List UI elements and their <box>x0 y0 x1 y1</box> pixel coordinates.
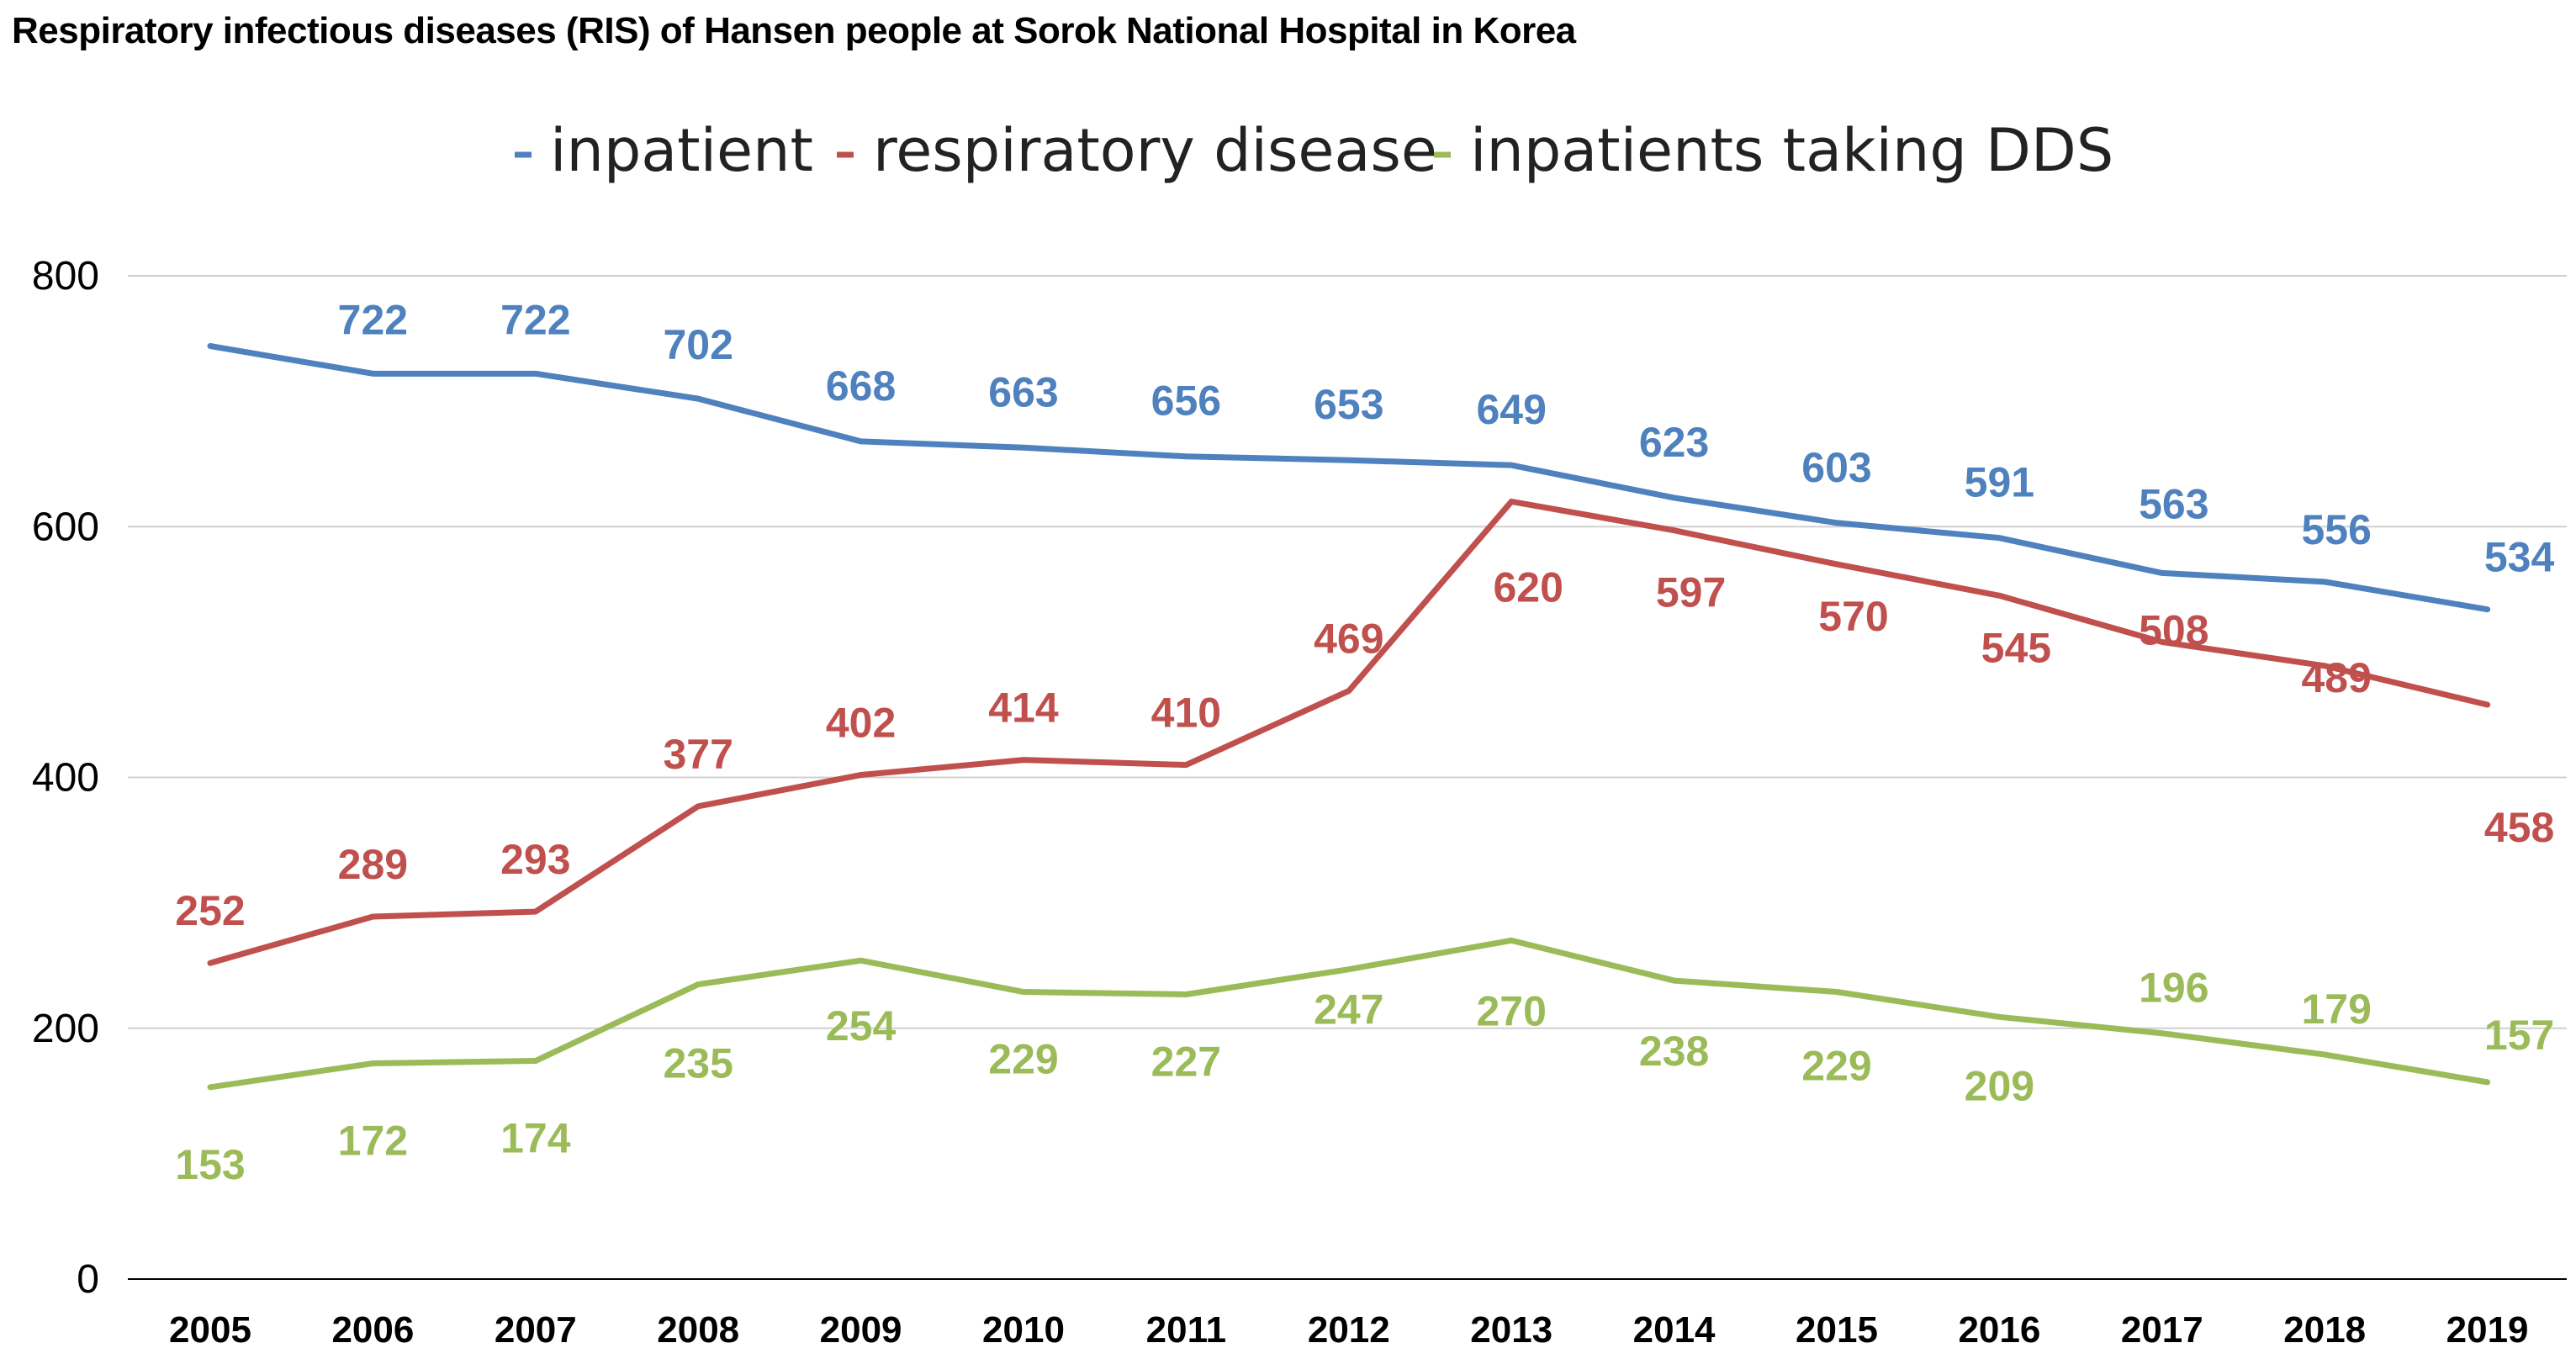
gridlines <box>128 275 2567 1280</box>
y-tick-label-200: 200 <box>32 1007 99 1051</box>
data-label-inpatients-taking-dds-2009: 254 <box>826 1002 897 1049</box>
data-label-inpatients-taking-dds-2010: 229 <box>988 1036 1058 1083</box>
data-label-inpatient-2012: 653 <box>1314 381 1383 428</box>
y-tick-label-600: 600 <box>32 505 99 549</box>
x-tick-label-2011: 2011 <box>1146 1309 1226 1351</box>
chart-title: Respiratory infectious diseases (RIS) of… <box>12 10 1576 51</box>
data-label-respiratory-disease-2017: 508 <box>2139 606 2208 653</box>
data-label-inpatient-2016: 591 <box>1965 459 2034 506</box>
data-label-inpatient-2017: 563 <box>2139 480 2208 527</box>
data-label-inpatients-taking-dds-2018: 179 <box>2301 986 2371 1033</box>
y-tick-label-400: 400 <box>32 756 99 801</box>
data-label-inpatients-taking-dds-2012: 247 <box>1314 986 1383 1034</box>
data-label-inpatient-2013: 649 <box>1476 386 1546 433</box>
data-label-inpatients-taking-dds-2005: 153 <box>175 1141 245 1188</box>
legend-label-respiratory-disease: respiratory disease <box>873 116 1437 185</box>
data-label-respiratory-disease-2016: 545 <box>1981 624 2051 671</box>
x-tick-label-2013: 2013 <box>1470 1309 1552 1351</box>
data-label-inpatients-taking-dds-2006: 172 <box>338 1118 408 1165</box>
data-label-inpatient-2011: 656 <box>1151 378 1221 425</box>
data-label-respiratory-disease-2005: 252 <box>175 887 245 934</box>
data-label-respiratory-disease-2006: 289 <box>338 841 408 888</box>
data-label-inpatients-taking-dds-2008: 235 <box>663 1040 733 1087</box>
data-label-inpatient-2008: 702 <box>663 321 733 368</box>
data-label-inpatients-taking-dds-2016: 209 <box>1965 1062 2034 1109</box>
data-label-inpatient-2006: 722 <box>338 296 408 343</box>
data-label-inpatient-2007: 722 <box>500 296 570 343</box>
x-tick-label-2007: 2007 <box>495 1309 577 1351</box>
data-label-inpatient-2014: 623 <box>1639 419 1709 466</box>
x-tick-label-2014: 2014 <box>1633 1309 1716 1351</box>
y-axis-ticks: 0 200 400 600 800 <box>32 254 99 1302</box>
legend: inpatient respiratory disease inpatients t… <box>515 116 2113 185</box>
legend-label-inpatient: inpatient <box>550 116 813 185</box>
data-labels: 722 722 702 668 663 656 653 649 623 603 591 563 556 5… <box>175 296 2554 1188</box>
data-label-respiratory-disease-2010: 414 <box>988 685 1059 732</box>
x-tick-label-2012: 2012 <box>1308 1309 1390 1351</box>
x-axis-ticks: 2005 2006 2007 2008 2009 2010 2011 2012 2013 2014… <box>169 1309 2528 1351</box>
data-label-inpatient-2019: 534 <box>2484 534 2555 581</box>
data-label-respiratory-disease-2019: 458 <box>2484 804 2554 851</box>
data-label-inpatient-2018: 556 <box>2301 506 2371 553</box>
legend-label-inpatients-taking-dds: inpatients taking DDS <box>1470 116 2113 185</box>
series-line-inpatients-taking-dds <box>207 937 2491 1091</box>
y-tick-label-800: 800 <box>32 254 99 299</box>
x-tick-label-2005: 2005 <box>169 1309 251 1351</box>
y-tick-label-0: 0 <box>77 1257 99 1302</box>
series-line-inpatient <box>207 343 2491 613</box>
data-label-inpatients-taking-dds-2007: 174 <box>500 1115 571 1162</box>
x-tick-label-2015: 2015 <box>1796 1309 1878 1351</box>
data-label-respiratory-disease-2008: 377 <box>663 731 733 778</box>
data-label-respiratory-disease-2011: 410 <box>1151 690 1221 737</box>
data-label-inpatients-taking-dds-2013: 270 <box>1476 987 1546 1034</box>
data-label-inpatients-taking-dds-2019: 157 <box>2484 1012 2554 1059</box>
x-tick-label-2019: 2019 <box>2446 1309 2529 1351</box>
data-label-inpatients-taking-dds-2011: 227 <box>1151 1038 1221 1085</box>
data-label-inpatients-taking-dds-2014: 238 <box>1639 1028 1709 1075</box>
data-label-respiratory-disease-2018: 489 <box>2301 654 2371 701</box>
x-tick-label-2008: 2008 <box>657 1309 739 1351</box>
x-tick-label-2010: 2010 <box>982 1309 1065 1351</box>
data-label-respiratory-disease-2014: 597 <box>1656 569 1726 616</box>
data-label-respiratory-disease-2012: 469 <box>1314 616 1383 663</box>
data-label-respiratory-disease-2009: 402 <box>826 700 896 747</box>
x-tick-label-2017: 2017 <box>2121 1309 2203 1351</box>
data-label-respiratory-disease-2007: 293 <box>500 836 570 883</box>
x-tick-label-2018: 2018 <box>2283 1309 2366 1351</box>
x-tick-label-2006: 2006 <box>331 1309 414 1351</box>
data-label-inpatients-taking-dds-2015: 229 <box>1801 1043 1871 1090</box>
data-label-inpatient-2015: 603 <box>1801 444 1871 491</box>
x-tick-label-2009: 2009 <box>820 1309 902 1351</box>
data-label-respiratory-disease-2013: 620 <box>1493 563 1563 611</box>
data-label-inpatients-taking-dds-2017: 196 <box>2139 965 2208 1012</box>
data-label-respiratory-disease-2015: 570 <box>1818 593 1888 640</box>
series-lines <box>207 343 2491 1091</box>
data-label-inpatient-2009: 668 <box>826 362 896 410</box>
data-label-inpatient-2010: 663 <box>988 368 1058 415</box>
x-tick-label-2016: 2016 <box>1958 1309 2040 1351</box>
series-line-respiratory-disease <box>207 498 2491 966</box>
